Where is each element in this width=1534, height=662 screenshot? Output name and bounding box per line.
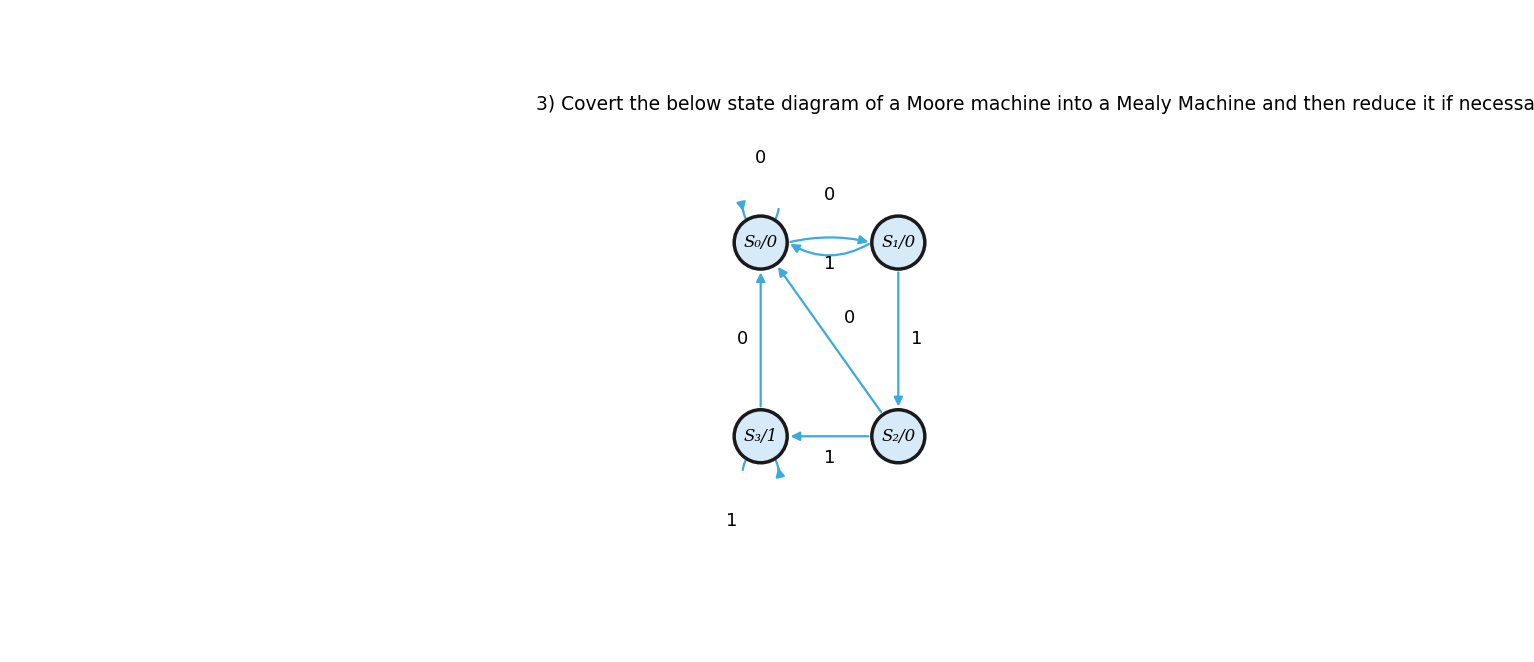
Text: 0: 0: [844, 308, 856, 326]
Text: 0: 0: [736, 330, 749, 348]
Text: S₁/0: S₁/0: [881, 234, 916, 251]
Text: S₂/0: S₂/0: [881, 428, 916, 445]
Text: 3) Covert the below state diagram of a Moore machine into a Mealy Machine and th: 3) Covert the below state diagram of a M…: [537, 95, 1534, 114]
Circle shape: [871, 410, 925, 463]
Text: 1: 1: [726, 512, 738, 530]
Circle shape: [735, 410, 787, 463]
Text: S₃/1: S₃/1: [744, 428, 778, 445]
Circle shape: [735, 216, 787, 269]
Text: 1: 1: [824, 256, 834, 273]
Text: 0: 0: [755, 149, 767, 167]
Text: S₀/0: S₀/0: [744, 234, 778, 251]
Circle shape: [871, 216, 925, 269]
Text: 0: 0: [824, 186, 834, 205]
Text: 1: 1: [824, 449, 834, 467]
Text: 1: 1: [911, 330, 922, 348]
